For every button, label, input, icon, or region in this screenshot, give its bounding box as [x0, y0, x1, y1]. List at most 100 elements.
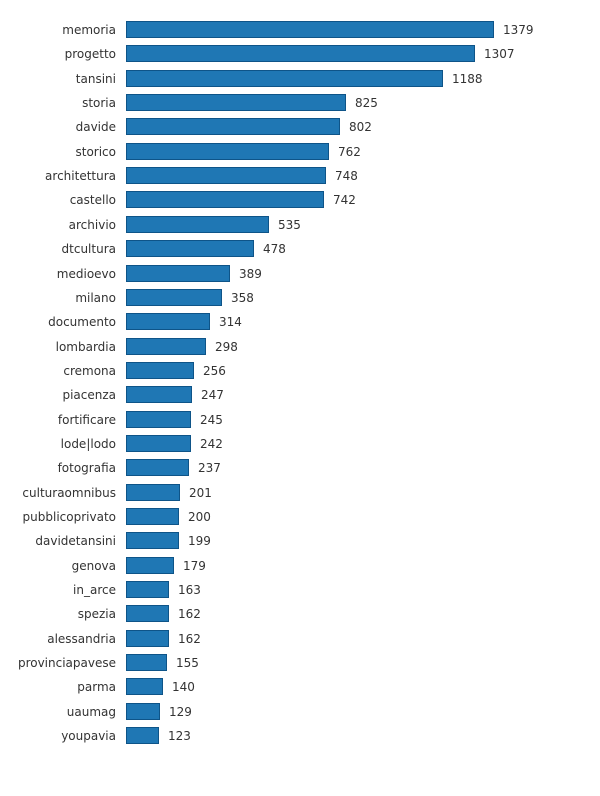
bar: [126, 654, 167, 672]
bar-row: uaumag 129: [0, 702, 600, 721]
category-label: provinciapavese: [17, 656, 116, 671]
category-label: youpavia: [61, 729, 116, 744]
bar-row: milano 358: [0, 288, 600, 307]
bar-row: in_arce 163: [0, 581, 600, 599]
bar: [126, 581, 169, 599]
value-label: 199: [188, 534, 211, 549]
value-label: 179: [183, 558, 206, 573]
category-label: tansini: [75, 71, 116, 86]
category-label: dtcultura: [61, 242, 116, 257]
bar: [126, 215, 269, 233]
category-label: alessandria: [47, 631, 116, 646]
category-label: progetto: [64, 47, 116, 62]
category-label: culturaomnibus: [22, 485, 116, 500]
value-label: 1307: [484, 47, 515, 62]
bar: [126, 508, 179, 525]
bar-row: tansini 1188: [0, 69, 600, 88]
bar-row: lombardia 298: [0, 337, 600, 356]
bar-row: youpavia 123: [0, 727, 600, 745]
category-label: storia: [82, 96, 116, 111]
category-label: pubblicoprivato: [22, 510, 116, 524]
category-label: parma: [77, 680, 116, 695]
value-label: 245: [200, 412, 223, 427]
bar: [126, 702, 160, 720]
value-label: 535: [278, 217, 301, 232]
value-label: 201: [189, 485, 212, 500]
category-label: architettura: [45, 169, 116, 184]
value-label: 825: [355, 96, 378, 111]
category-label: lombardia: [55, 339, 116, 354]
value-label: 200: [188, 510, 211, 524]
value-label: 162: [178, 607, 201, 622]
bar: [126, 678, 163, 696]
bar-row: alessandria 162: [0, 629, 600, 648]
bar: [126, 142, 329, 160]
bar-row: fotografia 237: [0, 459, 600, 477]
bar: [126, 288, 222, 306]
value-label: 237: [198, 461, 221, 476]
bar: [126, 337, 206, 355]
value-label: 748: [335, 169, 358, 184]
category-label: cremona: [63, 363, 116, 378]
bar-row: memoria 1379: [0, 21, 600, 39]
category-label: archivio: [68, 217, 116, 232]
category-label: lode|lodo: [60, 436, 116, 451]
category-label: genova: [71, 558, 116, 573]
bar-row: spezia 162: [0, 605, 600, 623]
bar-row: culturaomnibus 201: [0, 483, 600, 502]
category-label: fortificare: [57, 412, 116, 427]
value-label: 162: [178, 631, 201, 646]
value-label: 358: [231, 290, 254, 305]
bar-row: genova 179: [0, 556, 600, 575]
bar-row: provinciapavese 155: [0, 654, 600, 672]
bar: [126, 556, 174, 574]
value-label: 163: [178, 583, 201, 598]
category-label: fotografia: [57, 461, 116, 476]
bar-row: storia 825: [0, 94, 600, 112]
bar-row: lode|lodo 242: [0, 434, 600, 453]
bar-row: archivio 535: [0, 215, 600, 234]
bar-row: davide 802: [0, 118, 600, 136]
bar-row: castello 742: [0, 191, 600, 209]
value-label: 129: [169, 704, 192, 719]
bar-row: parma 140: [0, 678, 600, 696]
bar-row: documento 314: [0, 313, 600, 331]
value-label: 1188: [452, 71, 483, 86]
category-label: uaumag: [66, 704, 116, 719]
value-label: 742: [333, 193, 356, 208]
value-label: 1379: [503, 23, 534, 37]
bar-row: architettura 748: [0, 167, 600, 185]
bar: [126, 532, 179, 550]
bar: [126, 21, 494, 38]
value-label: 298: [215, 339, 238, 354]
value-label: 802: [349, 120, 372, 135]
value-label: 389: [239, 266, 262, 281]
bar: [126, 727, 159, 745]
bar-row: piacenza 247: [0, 386, 600, 404]
bar-row: dtcultura 478: [0, 240, 600, 258]
bar-row: storico 762: [0, 142, 600, 161]
value-label: 256: [203, 363, 226, 378]
bar: [126, 605, 169, 623]
bar: [126, 459, 189, 477]
bar: [126, 240, 254, 258]
bar: [126, 434, 191, 452]
category-label: in_arce: [73, 583, 116, 598]
bar-row: pubblicoprivato 200: [0, 508, 600, 526]
value-label: 762: [338, 144, 361, 159]
category-label: storico: [75, 144, 116, 159]
bar-row: progetto 1307: [0, 45, 600, 63]
value-label: 314: [219, 315, 242, 330]
bar: [126, 313, 210, 331]
bar-row: fortificare 245: [0, 410, 600, 429]
bar: [126, 167, 326, 185]
value-label: 155: [176, 656, 199, 671]
category-label: davidetansini: [35, 534, 116, 549]
value-label: 140: [172, 680, 195, 695]
value-label: 242: [200, 436, 223, 451]
bar: [126, 386, 192, 404]
bar-row: cremona 256: [0, 361, 600, 380]
value-label: 247: [201, 388, 224, 403]
value-label: 123: [168, 729, 191, 744]
